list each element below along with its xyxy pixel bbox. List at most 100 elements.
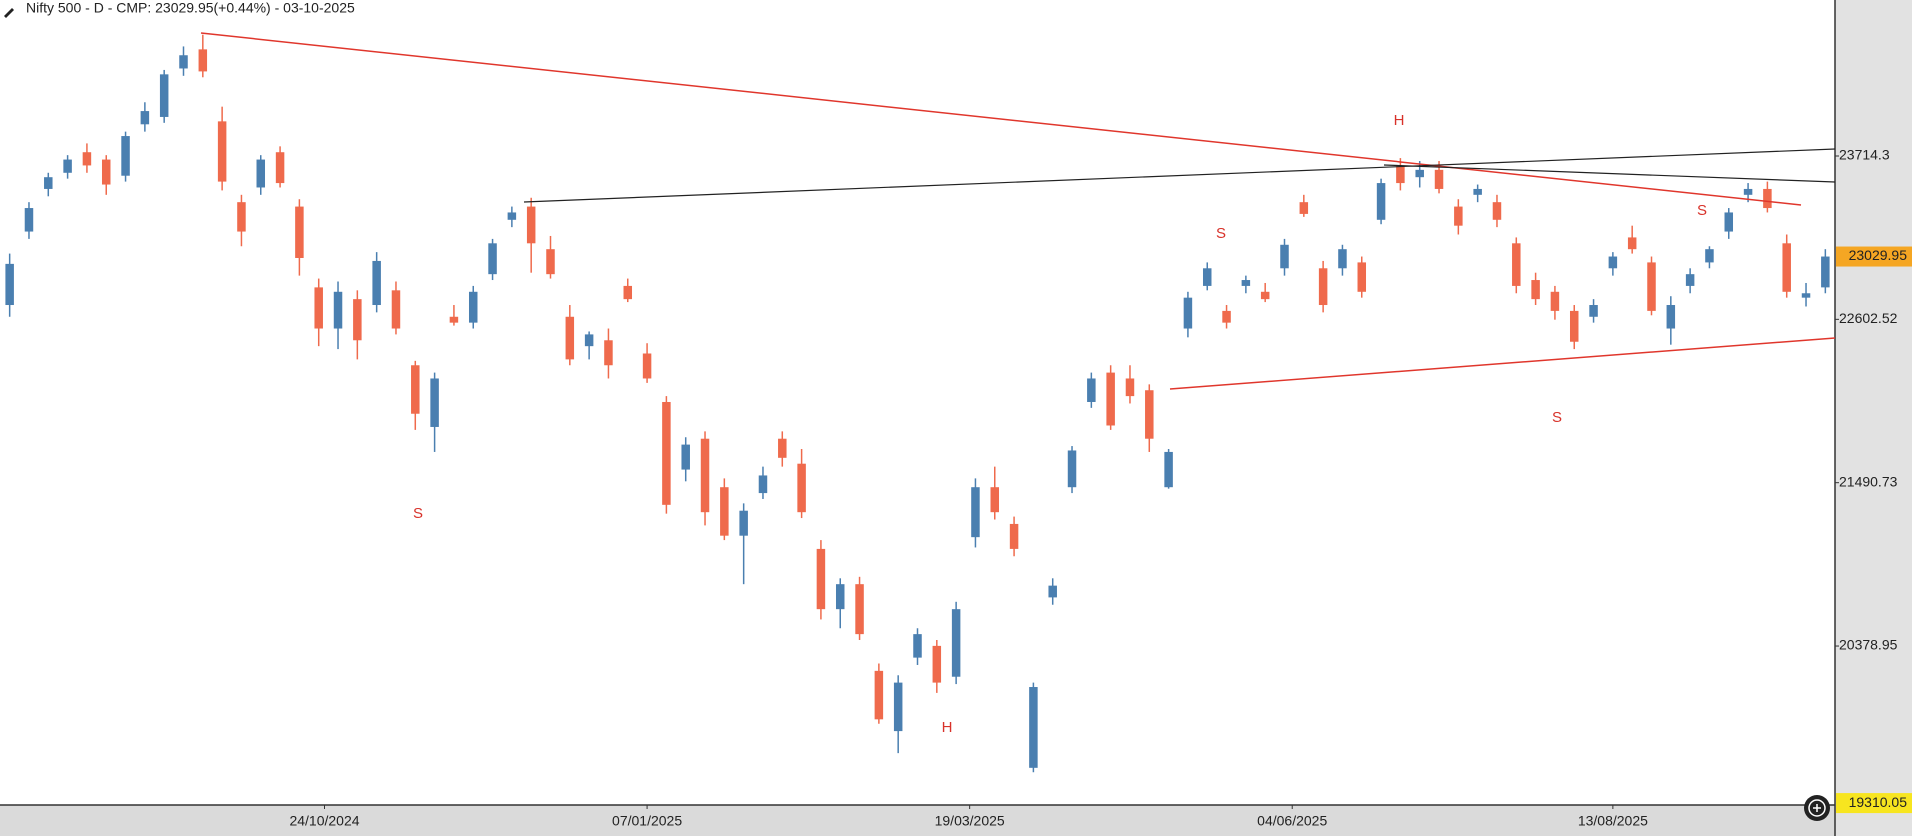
candle-body: [507, 212, 517, 220]
candle-body: [1473, 188, 1482, 195]
candle-body: [932, 645, 942, 683]
candle-body: [855, 584, 864, 635]
candle-body: [198, 49, 208, 72]
candle-body: [662, 401, 671, 505]
candle-body: [5, 263, 14, 306]
candle-body: [893, 682, 903, 732]
x-tick-label: 04/06/2025: [1257, 813, 1327, 829]
candle-body: [1299, 202, 1309, 214]
candle-body: [1589, 305, 1598, 317]
candle-body: [256, 159, 266, 188]
candle-body: [1627, 237, 1637, 250]
candle-body: [1454, 206, 1463, 226]
candle-body: [24, 208, 34, 232]
candle-body: [1106, 372, 1115, 426]
x-tick-label: 07/01/2025: [612, 813, 682, 829]
trendline: [200, 32, 1802, 206]
candle-body: [468, 291, 478, 323]
candle-body: [1705, 249, 1714, 263]
candle-body: [1125, 378, 1135, 397]
candle-body: [63, 159, 72, 173]
candle-body: [1763, 188, 1772, 209]
candle-body: [1087, 378, 1096, 402]
candle-body: [1222, 310, 1231, 323]
candle-body: [1183, 297, 1193, 329]
candle-body: [1550, 291, 1560, 311]
candle-body: [275, 152, 285, 184]
candle-body: [82, 152, 92, 166]
candle-body: [1608, 256, 1618, 269]
candle-body: [140, 111, 150, 125]
candle-body: [565, 316, 575, 360]
candle-body: [623, 285, 633, 300]
x-tick-label: 13/08/2025: [1578, 813, 1648, 829]
candle-body: [1338, 249, 1347, 269]
candle-body: [816, 548, 826, 610]
candle-body: [1569, 310, 1579, 342]
candle-body: [1029, 687, 1038, 768]
candle-body: [526, 206, 536, 244]
price-label-box: [1836, 246, 1912, 267]
pattern-label: H: [942, 719, 953, 736]
trendline: [1169, 337, 1836, 390]
candle-body: [797, 463, 806, 513]
price-label: 23029.95: [1849, 247, 1908, 263]
candle-body: [314, 287, 323, 329]
candle-body: [1357, 262, 1367, 292]
candle-body: [1434, 169, 1444, 189]
candle-body: [44, 177, 53, 189]
y-tick-label: 23714.3: [1839, 147, 1890, 163]
candle-body: [353, 299, 362, 341]
y-tick-label: 20378.95: [1839, 637, 1898, 653]
candle-body: [430, 378, 439, 427]
x-tick-label: 24/10/2024: [289, 813, 359, 829]
chart-title: Nifty 500 - D - CMP: 23029.95(+0.44%) - …: [26, 0, 355, 16]
candle-body: [604, 340, 613, 366]
candle-body: [179, 55, 188, 69]
candle-body: [874, 670, 884, 720]
candle-body: [295, 206, 304, 258]
candle-body: [1009, 523, 1019, 549]
candle-body: [488, 243, 497, 275]
candle-body: [951, 609, 961, 677]
pattern-label: H: [1394, 112, 1405, 129]
candle-body: [700, 438, 710, 513]
candle-body: [391, 290, 401, 329]
candle-body: [1512, 243, 1521, 286]
candle-body: [1202, 268, 1212, 286]
candle-body: [1666, 305, 1676, 329]
trendline: [523, 148, 1836, 203]
candle-body: [1685, 274, 1695, 286]
candle-body: [1801, 293, 1811, 298]
candle-body: [333, 291, 343, 329]
pattern-label: S: [413, 505, 423, 522]
candle-body: [1782, 243, 1791, 292]
time-axis-panel: [0, 805, 1835, 836]
candle-body: [913, 634, 922, 658]
candle-body: [1260, 291, 1270, 300]
candle-body: [372, 260, 381, 306]
zoom-button-ring[interactable]: [1808, 799, 1826, 817]
pencil-icon: [4, 8, 14, 18]
candle-body: [1318, 268, 1328, 306]
candle-body: [739, 510, 748, 536]
candle-body: [1280, 244, 1289, 269]
zoom-button[interactable]: [1804, 795, 1830, 821]
candle-body: [1164, 451, 1173, 488]
pattern-label: S: [1216, 225, 1226, 242]
candle-body: [1821, 256, 1830, 288]
price-label: 19310.05: [1849, 794, 1908, 810]
candle-body: [778, 438, 787, 458]
y-tick-label: 22602.52: [1839, 310, 1898, 326]
candle-body: [642, 353, 652, 379]
candle-body: [217, 121, 227, 182]
trendline: [1383, 164, 1836, 183]
candle-body: [720, 487, 729, 536]
price-label-box: [1836, 793, 1912, 814]
candle-body: [1048, 585, 1057, 598]
candle-body: [411, 365, 420, 414]
candle-body: [1492, 202, 1502, 220]
candle-body: [546, 249, 555, 275]
zoom-button-plus[interactable]: [1813, 804, 1821, 812]
